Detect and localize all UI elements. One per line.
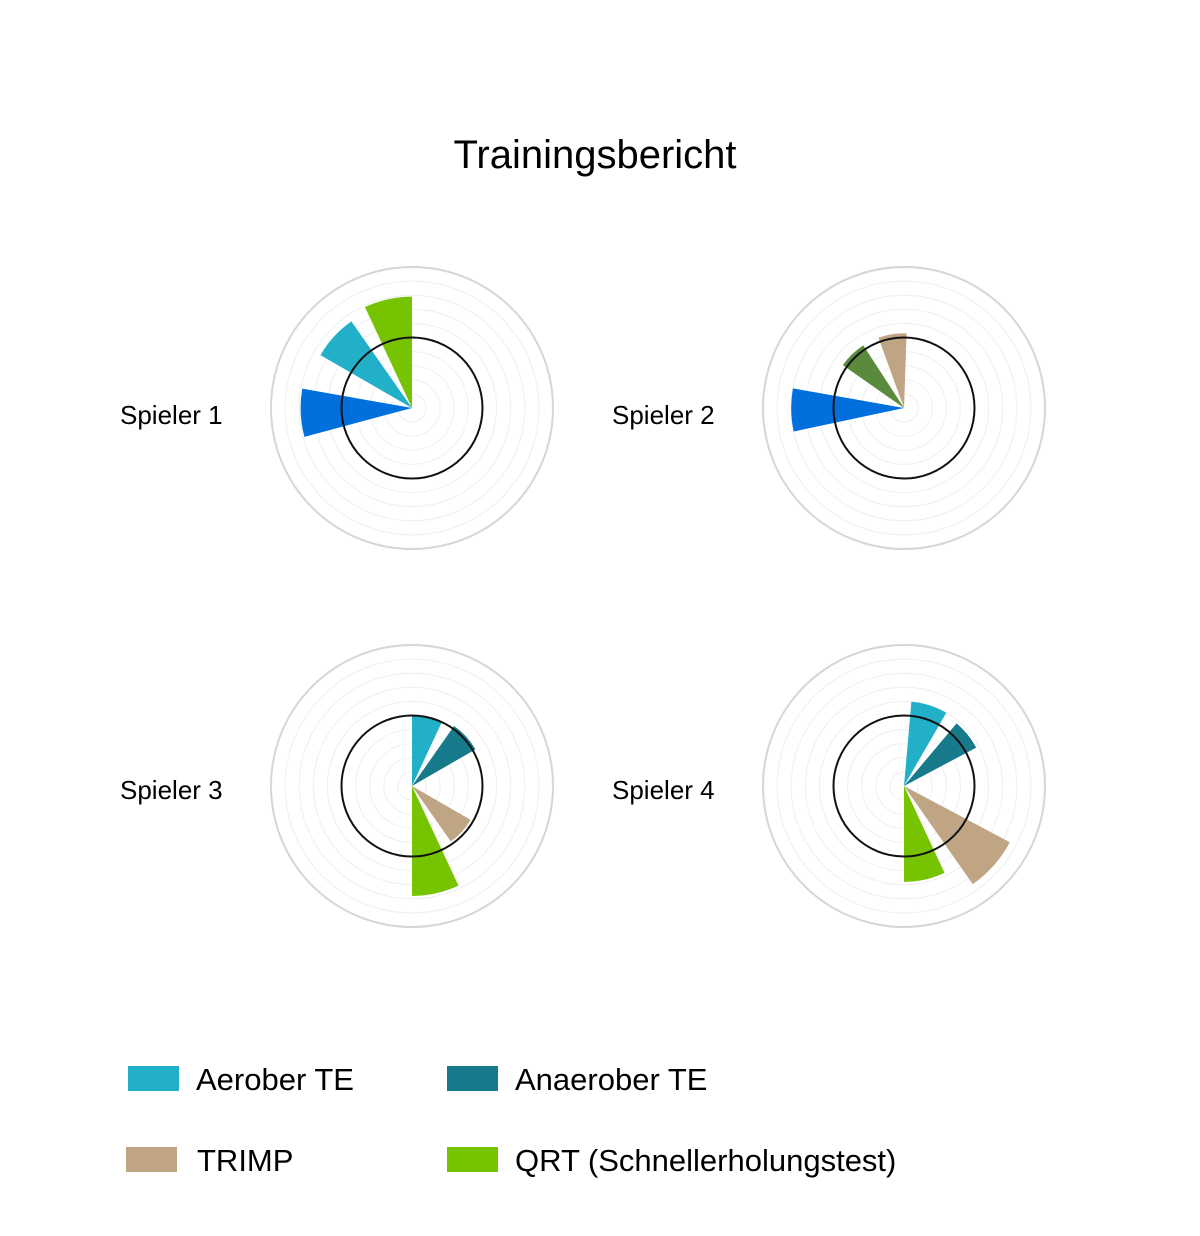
player-label: Spieler 4 (612, 775, 715, 805)
legend-label: Anaerober TE (515, 1062, 707, 1097)
legend: Aerober TE Anaerober TE TRIMP QRT (Schnelle… (126, 1062, 896, 1178)
legend-swatch (447, 1147, 498, 1172)
player-label: Spieler 2 (612, 400, 715, 430)
bar-anaerober-te (904, 723, 977, 786)
legend-swatch (447, 1066, 498, 1091)
bar-qrt-schnellerholungstest (364, 296, 412, 408)
polar-panel-4: Spieler 4 (612, 644, 1046, 928)
reference-circle (832, 336, 976, 480)
grid-ring (298, 672, 526, 900)
outer-ring (270, 644, 554, 928)
legend-label: TRIMP (197, 1143, 293, 1178)
polar-panel-3: Spieler 3 (120, 644, 554, 928)
player-panels: Spieler 1 Spieler 2 Spieler 3 Spieler 4 (120, 266, 1046, 928)
legend-item: TRIMP (126, 1143, 293, 1178)
legend-item: QRT (Schnellerholungstest) (447, 1143, 896, 1178)
outer-ring (270, 266, 554, 550)
bar-aerober-te (412, 715, 442, 786)
legend-label: Aerober TE (196, 1062, 354, 1097)
reference-circle (340, 336, 484, 480)
player-label: Spieler 3 (120, 775, 223, 805)
chart-title: Trainingsbericht (453, 133, 736, 177)
grid-ring (284, 658, 540, 914)
bar-series (300, 388, 412, 437)
bar-aerober-te (320, 321, 412, 408)
polar-panel-2: Spieler 2 (612, 266, 1046, 550)
legend-item: Aerober TE (128, 1062, 354, 1097)
grid-ring (790, 672, 1018, 900)
outer-ring (762, 644, 1046, 928)
legend-label: QRT (Schnellerholungstest) (515, 1143, 896, 1178)
bar-qrt-schnellerholungstest (412, 786, 459, 896)
bar-anaerober-te (412, 725, 476, 786)
bar-series (791, 388, 904, 432)
bar-trimp (412, 786, 471, 842)
legend-swatch (126, 1147, 177, 1172)
grid-ring (776, 280, 1032, 536)
player-label: Spieler 1 (120, 400, 223, 430)
legend-swatch (128, 1066, 179, 1091)
bar-qrt-schnellerholungstest (904, 786, 945, 882)
grid-ring (776, 658, 1032, 914)
reference-circle (832, 714, 976, 858)
polar-panel-1: Spieler 1 (120, 266, 554, 550)
grid-ring (804, 686, 1004, 886)
bar-series (842, 345, 904, 408)
grid-ring (284, 280, 540, 536)
outer-ring (762, 266, 1046, 550)
legend-item: Anaerober TE (447, 1062, 707, 1097)
grid-ring (298, 294, 526, 522)
reference-circle (340, 714, 484, 858)
bar-trimp (904, 786, 1010, 885)
bar-trimp (878, 333, 907, 408)
